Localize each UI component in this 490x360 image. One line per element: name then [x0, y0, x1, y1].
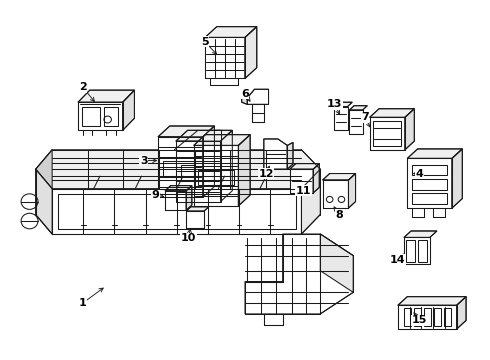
Polygon shape: [407, 149, 463, 158]
Polygon shape: [322, 180, 348, 208]
Polygon shape: [165, 191, 186, 210]
Polygon shape: [78, 90, 134, 102]
Polygon shape: [398, 305, 457, 329]
Polygon shape: [36, 150, 52, 189]
Polygon shape: [176, 141, 220, 202]
Polygon shape: [186, 207, 209, 211]
Polygon shape: [301, 169, 320, 234]
Text: 9: 9: [152, 190, 160, 200]
Polygon shape: [290, 163, 319, 169]
Polygon shape: [443, 308, 451, 327]
Text: 12: 12: [258, 168, 274, 179]
Polygon shape: [245, 27, 257, 78]
Polygon shape: [434, 308, 441, 327]
Polygon shape: [424, 308, 431, 327]
Polygon shape: [457, 297, 466, 329]
Text: 15: 15: [412, 315, 427, 325]
Polygon shape: [205, 27, 257, 37]
Polygon shape: [194, 135, 250, 145]
Polygon shape: [36, 169, 52, 234]
Polygon shape: [205, 37, 245, 78]
Polygon shape: [122, 90, 134, 130]
Polygon shape: [176, 130, 232, 141]
Polygon shape: [186, 186, 192, 210]
Polygon shape: [78, 102, 122, 130]
Polygon shape: [414, 308, 421, 327]
Polygon shape: [313, 163, 319, 193]
Polygon shape: [373, 121, 401, 146]
Polygon shape: [36, 169, 52, 234]
Polygon shape: [369, 109, 415, 117]
Polygon shape: [165, 186, 192, 191]
Polygon shape: [349, 106, 368, 110]
Polygon shape: [320, 234, 353, 292]
Polygon shape: [264, 139, 287, 169]
Polygon shape: [220, 130, 232, 202]
Text: 3: 3: [140, 156, 147, 166]
Text: 5: 5: [201, 37, 209, 47]
Text: 8: 8: [335, 210, 343, 220]
Polygon shape: [247, 89, 269, 104]
Polygon shape: [174, 130, 221, 150]
Polygon shape: [158, 126, 215, 137]
Text: 13: 13: [327, 99, 342, 109]
Polygon shape: [412, 165, 447, 175]
Polygon shape: [239, 135, 250, 206]
Polygon shape: [163, 161, 198, 176]
Text: 1: 1: [79, 298, 87, 308]
Polygon shape: [452, 149, 463, 208]
Text: 10: 10: [181, 233, 196, 243]
Polygon shape: [287, 143, 293, 169]
Polygon shape: [245, 234, 353, 314]
Text: 14: 14: [390, 255, 406, 265]
Polygon shape: [290, 169, 313, 193]
Polygon shape: [36, 150, 320, 189]
Text: 11: 11: [296, 186, 312, 196]
Polygon shape: [104, 107, 118, 126]
Polygon shape: [418, 240, 427, 262]
Text: 4: 4: [415, 168, 423, 179]
Polygon shape: [412, 193, 447, 204]
Polygon shape: [334, 102, 352, 107]
Polygon shape: [404, 308, 411, 327]
Polygon shape: [398, 297, 466, 305]
Polygon shape: [322, 174, 356, 180]
Polygon shape: [404, 231, 437, 238]
Polygon shape: [349, 110, 363, 134]
Polygon shape: [264, 314, 283, 325]
Polygon shape: [369, 117, 405, 150]
Polygon shape: [52, 189, 301, 234]
Polygon shape: [198, 170, 234, 185]
Polygon shape: [252, 104, 264, 122]
Polygon shape: [82, 107, 99, 126]
Polygon shape: [242, 96, 247, 104]
Polygon shape: [186, 211, 204, 228]
Polygon shape: [412, 179, 447, 189]
Polygon shape: [407, 158, 452, 208]
Polygon shape: [203, 126, 215, 197]
Text: 7: 7: [361, 112, 369, 122]
Polygon shape: [348, 174, 356, 208]
Polygon shape: [334, 107, 347, 130]
Polygon shape: [406, 240, 415, 262]
Polygon shape: [194, 145, 239, 206]
Polygon shape: [158, 137, 203, 197]
Text: 6: 6: [241, 89, 249, 99]
Text: 2: 2: [79, 82, 87, 92]
Polygon shape: [404, 238, 430, 264]
Polygon shape: [180, 165, 216, 180]
Polygon shape: [405, 109, 415, 150]
